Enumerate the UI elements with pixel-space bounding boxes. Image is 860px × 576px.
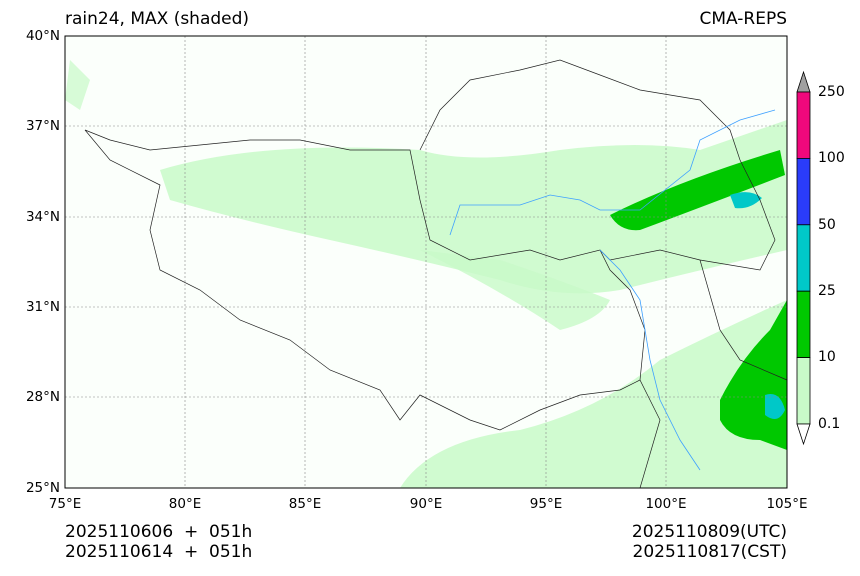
lat-label: 34°N [25, 209, 60, 225]
lon-label: 85°E [288, 496, 322, 512]
colorbar-over-triangle [796, 70, 811, 93]
colorbar-label: 25 [818, 283, 836, 299]
valid-utc: 2025110809(UTC) [631, 522, 787, 542]
lat-label: 25°N [25, 480, 60, 496]
lon-label: 80°E [168, 496, 202, 512]
colorbar-label: 100 [818, 150, 845, 166]
gridlines [65, 36, 787, 488]
province-borders [84, 59, 788, 489]
colorbar-label: 0.1 [818, 416, 841, 432]
valid-cst: 2025110817(CST) [632, 542, 787, 562]
lat-label: 40°N [25, 28, 60, 44]
init-cst: 2025110614 + 051h [65, 542, 253, 562]
lon-label: 95°E [529, 496, 563, 512]
colorbar-label: 10 [818, 349, 836, 365]
footer-init-times: 2025110606 + 051h 2025110614 + 051h [65, 522, 252, 562]
colorbar-label: 50 [818, 217, 836, 233]
colorbar-under-triangle [796, 423, 811, 446]
lat-label: 31°N [25, 299, 60, 315]
rain-shading [65, 60, 787, 488]
lon-label: 90°E [409, 496, 443, 512]
map-frame [64, 35, 788, 489]
lat-label: 28°N [25, 389, 60, 405]
rivers [449, 109, 776, 471]
colorbar [796, 70, 811, 446]
colorbar-label: 250 [818, 84, 845, 100]
model-name: CMA-REPS [699, 9, 787, 29]
lon-label: 100°E [645, 496, 687, 512]
footer-valid-times: 2025110809(UTC) 2025110817(CST) [632, 522, 787, 562]
init-utc: 2025110606 + 051h [65, 522, 253, 542]
lon-label: 75°E [48, 496, 82, 512]
lat-label: 37°N [25, 118, 60, 134]
map-title: rain24, MAX (shaded) [65, 9, 250, 29]
lon-label: 105°E [766, 496, 808, 512]
